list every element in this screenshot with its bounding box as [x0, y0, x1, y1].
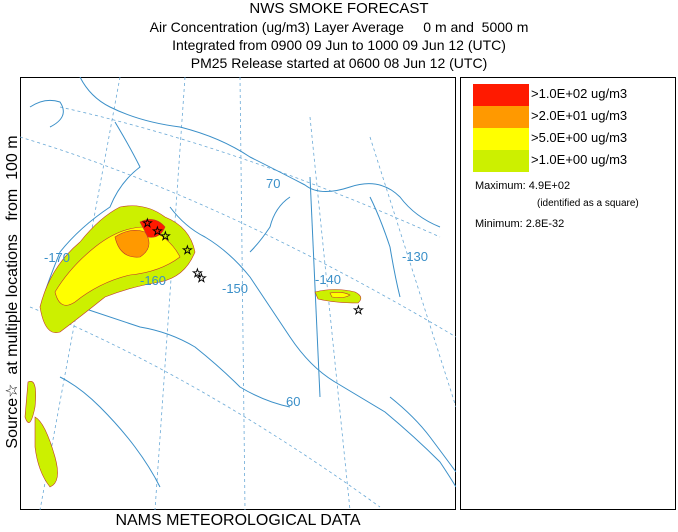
maximum-value: Maximum: 4.9E+02 — [475, 180, 571, 192]
source-star-icon: ☆ — [182, 243, 193, 257]
source-star-icon: ☆ — [160, 229, 171, 243]
parallel-65 — [20, 136, 456, 338]
legend-label: >1.0E+00 ug/m3 — [531, 152, 628, 167]
legend-swatch — [473, 106, 529, 128]
meridian-150 — [239, 77, 246, 510]
source-star-icon: ☆ — [142, 216, 153, 230]
smoke-forecast-map: ☆ ☆ ☆ ☆ ☆ ☆ ☆ -170 -160 -150 -140 -130 7… — [20, 77, 456, 510]
source-star-icon: ☆ — [152, 224, 163, 238]
meridian-160 — [154, 77, 186, 510]
meridian-label: -150 — [222, 281, 248, 296]
meridian-label: -160 — [140, 273, 166, 288]
parallel-label: 70 — [266, 176, 280, 191]
legend-item: >1.0E+00 ug/m3 — [473, 150, 673, 172]
concentration-legend: >1.0E+02 ug/m3 >2.0E+01 ug/m3 >5.0E+00 u… — [460, 77, 676, 510]
legend-swatch — [473, 128, 529, 150]
legend-item: >2.0E+01 ug/m3 — [473, 106, 673, 128]
legend-swatch — [473, 150, 529, 172]
integration-period: Integrated from 0900 09 Jun to 1000 09 J… — [172, 37, 506, 53]
smoke-plume-west — [39, 205, 196, 334]
smoke-plume-islands — [24, 381, 58, 488]
graticule — [20, 77, 456, 510]
forecast-title: NWS SMOKE FORECAST — [249, 0, 429, 17]
smoke-plume-east — [314, 289, 362, 304]
concentration-subtitle: Air Concentration (ug/m3) Layer Average … — [149, 19, 529, 35]
meridian-130 — [369, 136, 456, 408]
source-star-icon: ☆ — [196, 271, 207, 285]
meridian-label: -170 — [44, 250, 70, 265]
source-locations-label: Source☆ at multiple locations from 100 m — [4, 135, 21, 449]
coastlines — [29, 77, 456, 488]
graticule-labels: -170 -160 -150 -140 -130 70 60 — [44, 176, 428, 409]
parallel-70 — [59, 106, 441, 238]
source-star-icon: ☆ — [192, 266, 203, 280]
minimum-value: Minimum: 2.8E-32 — [475, 218, 565, 230]
source-star-icon: ☆ — [353, 303, 364, 317]
maximum-note: (identified as a square) — [537, 198, 639, 209]
alaska-canada-border — [309, 176, 321, 398]
meridian-label: -140 — [315, 272, 341, 287]
meteorological-data-label: NAMS METEOROLOGICAL DATA — [115, 512, 361, 529]
legend-item: >1.0E+02 ug/m3 — [473, 84, 673, 106]
legend-label: >1.0E+02 ug/m3 — [531, 86, 628, 101]
legend-item: >5.0E+00 ug/m3 — [473, 128, 673, 150]
release-info: PM25 Release started at 0600 08 Jun 12 (… — [190, 55, 488, 71]
meridian-label: -130 — [402, 249, 428, 264]
parallel-label: 60 — [286, 394, 300, 409]
source-markers: ☆ ☆ ☆ ☆ ☆ ☆ ☆ — [142, 216, 364, 318]
meridian-170 — [39, 77, 121, 510]
legend-label: >2.0E+01 ug/m3 — [531, 108, 628, 123]
legend-label: >5.0E+00 ug/m3 — [531, 130, 628, 145]
parallel-60 — [29, 306, 381, 508]
legend-swatch — [473, 84, 529, 106]
